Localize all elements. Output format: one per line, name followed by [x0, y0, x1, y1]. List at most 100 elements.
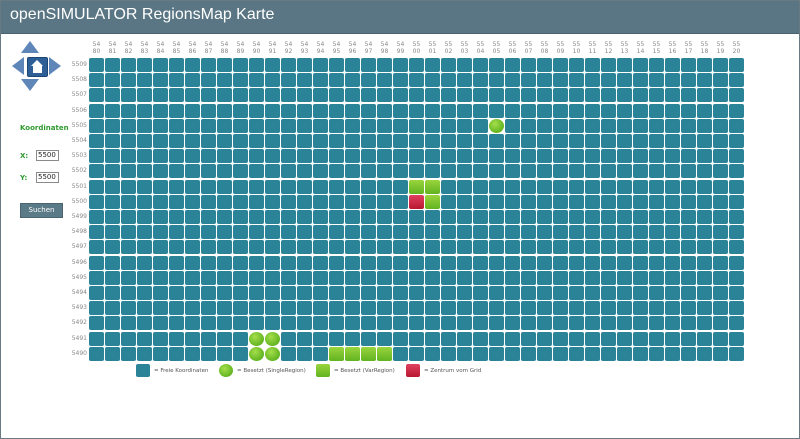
region-cell-free[interactable] — [521, 331, 536, 346]
region-cell-free[interactable] — [505, 194, 520, 209]
region-cell-free[interactable] — [697, 179, 712, 194]
region-cell-free[interactable] — [585, 179, 600, 194]
region-cell-free[interactable] — [249, 58, 264, 72]
region-cell-free[interactable] — [201, 286, 216, 300]
region-cell-free[interactable] — [697, 58, 712, 72]
region-cell-free[interactable] — [521, 134, 536, 148]
region-cell-free[interactable] — [425, 149, 440, 164]
region-cell-free[interactable] — [121, 149, 136, 164]
region-cell-free[interactable] — [681, 316, 696, 331]
region-cell-free[interactable] — [201, 346, 216, 361]
region-cell-var[interactable] — [377, 346, 392, 361]
region-cell-free[interactable] — [89, 346, 104, 361]
region-cell-free[interactable] — [377, 103, 392, 118]
region-cell-free[interactable] — [521, 225, 536, 240]
region-cell-free[interactable] — [105, 286, 120, 300]
region-cell-free[interactable] — [617, 149, 632, 164]
region-cell-free[interactable] — [345, 286, 360, 300]
region-cell-free[interactable] — [521, 346, 536, 361]
region-cell-var[interactable] — [409, 179, 424, 194]
region-cell-free[interactable] — [137, 301, 152, 316]
region-cell-free[interactable] — [537, 301, 552, 316]
region-cell-free[interactable] — [489, 194, 504, 209]
region-cell-free[interactable] — [361, 194, 376, 209]
region-cell-free[interactable] — [393, 164, 408, 179]
region-cell-free[interactable] — [713, 73, 728, 88]
region-cell-free[interactable] — [425, 255, 440, 270]
region-cell-free[interactable] — [121, 301, 136, 316]
region-cell-free[interactable] — [617, 225, 632, 240]
region-cell-free[interactable] — [425, 240, 440, 255]
region-cell-free[interactable] — [553, 194, 568, 209]
region-cell-free[interactable] — [329, 149, 344, 164]
region-cell-free[interactable] — [393, 255, 408, 270]
region-cell-free[interactable] — [601, 240, 616, 255]
region-cell-free[interactable] — [521, 210, 536, 224]
region-cell-free[interactable] — [457, 210, 472, 224]
region-cell-free[interactable] — [121, 179, 136, 194]
region-cell-free[interactable] — [665, 134, 680, 148]
region-cell-free[interactable] — [585, 73, 600, 88]
region-cell-free[interactable] — [697, 134, 712, 148]
region-cell-free[interactable] — [729, 255, 744, 270]
region-cell-free[interactable] — [729, 316, 744, 331]
region-cell-free[interactable] — [361, 118, 376, 133]
region-cell-free[interactable] — [361, 149, 376, 164]
region-cell-free[interactable] — [185, 134, 200, 148]
region-cell-free[interactable] — [393, 179, 408, 194]
region-cell-free[interactable] — [345, 118, 360, 133]
region-cell-free[interactable] — [361, 270, 376, 285]
region-cell-free[interactable] — [729, 301, 744, 316]
region-cell-free[interactable] — [313, 331, 328, 346]
region-cell-free[interactable] — [249, 73, 264, 88]
region-cell-free[interactable] — [489, 179, 504, 194]
region-cell-free[interactable] — [329, 316, 344, 331]
region-cell-free[interactable] — [697, 194, 712, 209]
region-cell-free[interactable] — [537, 210, 552, 224]
region-cell-free[interactable] — [473, 118, 488, 133]
region-cell-free[interactable] — [409, 164, 424, 179]
region-cell-free[interactable] — [409, 225, 424, 240]
region-cell-free[interactable] — [217, 286, 232, 300]
region-cell-free[interactable] — [313, 118, 328, 133]
region-cell-free[interactable] — [569, 346, 584, 361]
region-cell-free[interactable] — [265, 149, 280, 164]
region-cell-free[interactable] — [633, 164, 648, 179]
region-cell-free[interactable] — [217, 164, 232, 179]
region-cell-free[interactable] — [553, 240, 568, 255]
region-cell-free[interactable] — [89, 88, 104, 103]
region-cell-free[interactable] — [457, 255, 472, 270]
region-cell-free[interactable] — [425, 88, 440, 103]
region-cell-free[interactable] — [729, 286, 744, 300]
region-cell-free[interactable] — [297, 179, 312, 194]
region-cell-free[interactable] — [377, 58, 392, 72]
region-cell-free[interactable] — [713, 210, 728, 224]
region-cell-free[interactable] — [713, 164, 728, 179]
region-cell-free[interactable] — [409, 88, 424, 103]
region-cell-free[interactable] — [697, 316, 712, 331]
region-cell-free[interactable] — [665, 194, 680, 209]
region-cell-free[interactable] — [265, 134, 280, 148]
region-cell-free[interactable] — [633, 103, 648, 118]
region-cell-free[interactable] — [329, 58, 344, 72]
region-cell-free[interactable] — [473, 194, 488, 209]
region-cell-free[interactable] — [265, 103, 280, 118]
region-cell-free[interactable] — [665, 301, 680, 316]
region-cell-free[interactable] — [137, 58, 152, 72]
region-cell-free[interactable] — [297, 118, 312, 133]
region-cell-free[interactable] — [713, 346, 728, 361]
region-cell-free[interactable] — [537, 73, 552, 88]
region-cell-free[interactable] — [345, 73, 360, 88]
region-cell-free[interactable] — [633, 240, 648, 255]
region-cell-free[interactable] — [553, 58, 568, 72]
region-cell-free[interactable] — [633, 255, 648, 270]
region-cell-free[interactable] — [185, 73, 200, 88]
arrow-right-icon[interactable] — [49, 57, 61, 75]
region-cell-free[interactable] — [185, 225, 200, 240]
region-cell-single[interactable] — [249, 346, 264, 361]
region-cell-free[interactable] — [361, 103, 376, 118]
arrow-up-icon[interactable] — [21, 41, 39, 53]
region-cell-free[interactable] — [601, 194, 616, 209]
region-cell-free[interactable] — [697, 286, 712, 300]
region-cell-free[interactable] — [505, 118, 520, 133]
